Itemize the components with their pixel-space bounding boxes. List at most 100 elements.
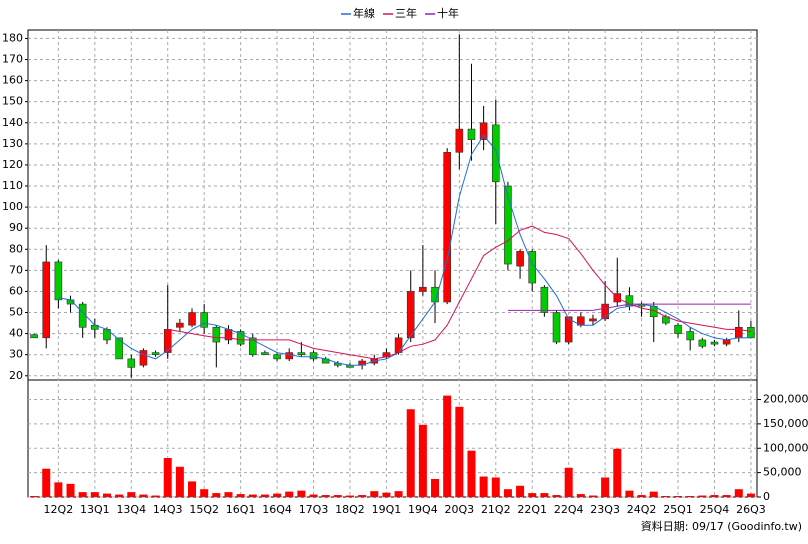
volume-bar [674, 496, 683, 497]
y-tick-label: 160 [2, 74, 23, 87]
volume-bar [358, 495, 367, 497]
y-tick-label: 170 [2, 53, 23, 66]
volume-bar [467, 450, 476, 497]
candle-body [589, 318, 597, 322]
volume-bar [564, 467, 573, 497]
candle-body [285, 352, 294, 360]
candle-body [297, 352, 306, 355]
volume-bar [722, 495, 731, 497]
volume-bar [443, 395, 452, 497]
candle-body [200, 312, 208, 328]
candle-body [504, 185, 512, 265]
candle-body [419, 286, 427, 292]
y-tick-label: 100 [2, 200, 23, 213]
y2-tick-label: 150,000 [763, 417, 808, 430]
x-tick-label: 23Q3 [590, 503, 620, 516]
x-tick-label: 15Q2 [189, 503, 219, 516]
x-tick-label: 22Q4 [554, 503, 584, 516]
candle-body [722, 339, 731, 345]
candle-body [54, 261, 63, 301]
candle-body [467, 128, 476, 140]
candle-body [479, 122, 488, 140]
x-tick-label: 13Q4 [116, 503, 146, 516]
legend-label: 三年 [395, 6, 417, 20]
x-tick-label: 21Q2 [481, 503, 511, 516]
candle-body [273, 354, 281, 360]
volume-bar [661, 496, 670, 497]
volume-bar [528, 493, 537, 497]
volume-bar [188, 481, 197, 497]
y-tick-label: 30 [9, 348, 23, 361]
volume-bar [127, 492, 136, 497]
volume-bar [309, 494, 318, 497]
y2-tick-label: 50,000 [763, 466, 802, 479]
volume-bar [224, 492, 233, 497]
volume-bar [151, 495, 160, 497]
ma-line [507, 303, 751, 311]
candle-body [552, 312, 561, 343]
volume-bar [625, 490, 634, 497]
candle-body [710, 341, 719, 345]
volume-bar [455, 406, 464, 497]
volume-bar [66, 483, 75, 497]
y-tick-label: 60 [9, 284, 23, 297]
volume-bar [431, 478, 440, 497]
x-tick-label: 24Q2 [627, 503, 657, 516]
volume-bar [212, 493, 221, 497]
volume-bar [382, 492, 391, 497]
candle-body [406, 291, 415, 339]
volume-bar [540, 493, 549, 497]
volume-bar [115, 494, 124, 497]
candle-body [115, 337, 123, 360]
candle-body [540, 286, 549, 313]
x-tick-label: 18Q2 [335, 503, 365, 516]
candle-body [176, 322, 184, 328]
volume-bar [418, 424, 427, 497]
volume-bar [637, 495, 646, 497]
y-tick-label: 40 [9, 327, 23, 340]
candle-body [151, 352, 160, 355]
x-tick-label: 25Q1 [663, 503, 693, 516]
volume-bar [588, 495, 597, 497]
candle-body [394, 337, 403, 353]
candle-body [455, 128, 464, 153]
volume-bar [42, 468, 51, 497]
y-tick-label: 80 [9, 242, 23, 255]
x-tick-label: 12Q2 [44, 503, 74, 516]
volume-bar [260, 494, 269, 497]
volume-bar [686, 496, 695, 497]
volume-bar [601, 477, 610, 497]
volume-bar [394, 491, 403, 497]
volume-bar [248, 494, 257, 497]
candle-body [491, 124, 500, 183]
candle-body [30, 334, 38, 339]
candle-body [698, 339, 707, 347]
volume-bar [479, 476, 488, 497]
x-tick-label: 17Q3 [299, 503, 329, 516]
volume-bar [321, 495, 330, 497]
y-tick-label: 150 [2, 95, 23, 108]
x-tick-label: 13Q1 [80, 503, 110, 516]
candle-body [564, 316, 573, 343]
candle-body [516, 251, 524, 267]
volume-bar [236, 494, 245, 497]
x-tick-label: 25Q4 [700, 503, 730, 516]
candle-body [188, 312, 196, 326]
volume-bar [30, 496, 39, 497]
volume-bar [576, 494, 585, 497]
candle-body [163, 329, 172, 353]
volume-bar [649, 491, 658, 497]
y-tick-label: 20 [9, 369, 23, 382]
candle-body [528, 251, 537, 284]
volume-bar [90, 492, 99, 497]
candle-body [674, 324, 682, 334]
candle-body [686, 331, 694, 341]
volume-bar [613, 448, 622, 497]
legend: 年線 三年 十年 [341, 6, 459, 20]
volume-bar [102, 493, 111, 497]
y2-tick-label: 200,000 [763, 393, 808, 406]
y-tick-label: 110 [2, 179, 23, 192]
volume-bar [297, 490, 306, 497]
candle-body [236, 331, 245, 345]
